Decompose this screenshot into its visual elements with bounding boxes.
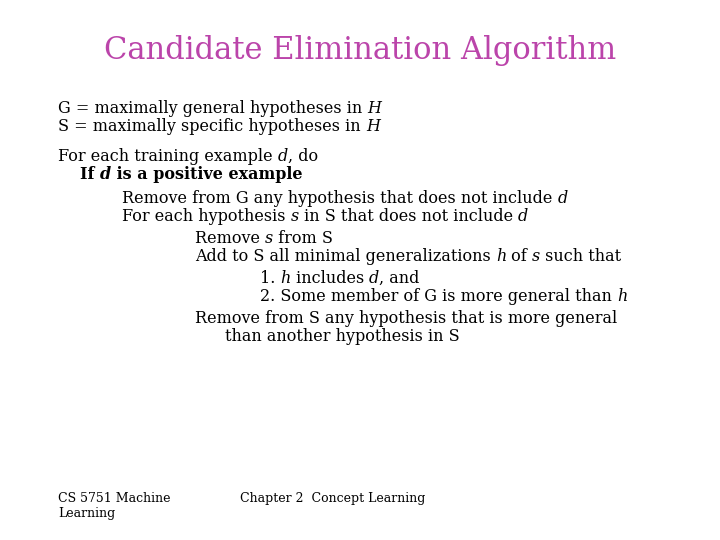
Text: 1.: 1. (260, 270, 281, 287)
Text: of: of (506, 248, 532, 265)
Text: Remove from S any hypothesis that is more general: Remove from S any hypothesis that is mor… (195, 310, 617, 327)
Text: d: d (278, 148, 288, 165)
Text: is a positive example: is a positive example (112, 166, 302, 183)
Text: G = maximally general hypotheses in: G = maximally general hypotheses in (58, 100, 367, 117)
Bar (0, 0, 46, 540)
Text: Remove from G any hypothesis that does not include: Remove from G any hypothesis that does n… (122, 190, 557, 207)
Text: For each hypothesis: For each hypothesis (122, 208, 291, 225)
Text: H: H (367, 100, 382, 117)
Text: s: s (291, 208, 299, 225)
Text: d: d (369, 270, 379, 287)
Text: h: h (281, 270, 291, 287)
Text: from S: from S (274, 230, 333, 247)
Text: d: d (557, 190, 568, 207)
Text: CS 5751 Machine
Learning: CS 5751 Machine Learning (58, 492, 171, 520)
Text: , do: , do (288, 148, 318, 165)
Text: Add to S all minimal generalizations: Add to S all minimal generalizations (195, 248, 496, 265)
Text: S = maximally specific hypotheses in: S = maximally specific hypotheses in (58, 118, 366, 135)
Text: d: d (100, 166, 112, 183)
Text: s: s (265, 230, 274, 247)
Text: , and: , and (379, 270, 420, 287)
Text: 2. Some member of G is more general than: 2. Some member of G is more general than (260, 288, 617, 305)
Text: such that: such that (540, 248, 621, 265)
Text: H: H (366, 118, 379, 135)
Text: Remove: Remove (195, 230, 265, 247)
Text: Chapter 2  Concept Learning: Chapter 2 Concept Learning (240, 492, 426, 505)
Text: than another hypothesis in S: than another hypothesis in S (225, 328, 459, 345)
Text: Candidate Elimination Algorithm: Candidate Elimination Algorithm (104, 35, 616, 66)
Text: s: s (532, 248, 540, 265)
Text: d: d (518, 208, 528, 225)
Text: includes: includes (291, 270, 369, 287)
Text: h: h (617, 288, 627, 305)
Text: If: If (80, 166, 100, 183)
Text: in S that does not include: in S that does not include (299, 208, 518, 225)
Text: h: h (496, 248, 506, 265)
Text: For each training example: For each training example (58, 148, 278, 165)
